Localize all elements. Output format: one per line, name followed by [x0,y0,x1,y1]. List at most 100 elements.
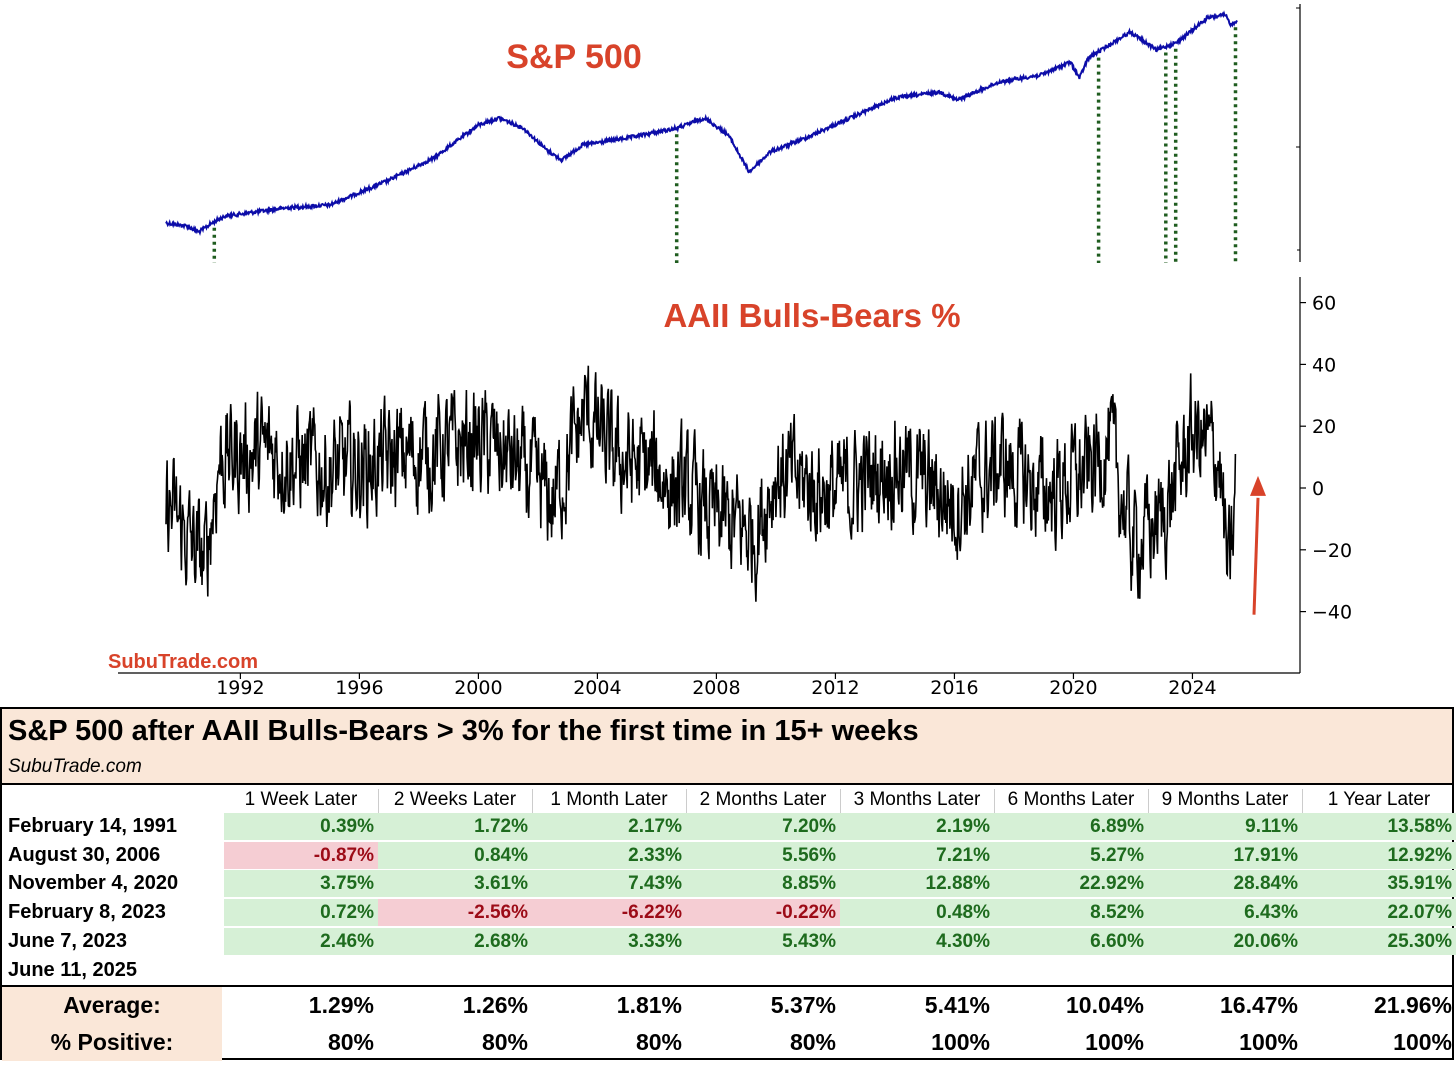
x-tick-label: 2020 [1049,677,1097,699]
column-header: 2 Months Later [686,789,841,813]
table-cell: 3.61% [378,870,532,898]
summary-value: 10.04% [1065,992,1144,1018]
y-tick-label: 0 [1312,478,1324,500]
summary-value: 80% [789,1029,836,1055]
table-cell: 7.20% [686,813,840,840]
aaii-x-ticks: 1992 1996 2000 2004 2008 2012 2016 2020 2024 [216,673,1217,699]
table-subtitle: SubuTrade.com [8,756,142,777]
table-cell: -0.87% [224,841,378,869]
summary-value: 1.29% [308,992,374,1018]
table-cell: 5.56% [686,841,840,869]
summary-value: 16.47% [1219,992,1298,1018]
column-header: 1 Week Later [224,789,379,813]
table-cell: 2.68% [378,927,532,955]
table-cell: 9.11% [1148,813,1302,840]
summary-value: 80% [481,1029,528,1055]
table-cell: 2.17% [532,813,686,840]
aaii-title: AAII Bulls-Bears % [663,297,960,334]
sp500-series-line [165,10,1238,236]
table-cell: -2.56% [378,899,532,927]
table-cell: 12.92% [1302,841,1456,869]
table-summary: Average: 1.29% 1.26% 1.81% 5.37% 5.41% 10.04% 1… [2,985,1452,1061]
table-cell: 6.89% [994,813,1148,840]
table-cell: 0.72% [224,899,378,927]
aaii-up-arrow [1250,475,1266,615]
x-tick-label: 1996 [335,677,383,699]
signal-lines [212,27,1238,263]
table-header: S&P 500 after AAII Bulls-Bears > 3% for … [2,709,1452,785]
row-date-label: August 30, 2006 [8,843,161,866]
watermark: SubuTrade.com [108,651,258,673]
summary-value: 100% [1085,1029,1144,1055]
table-cell: 0.84% [378,841,532,869]
table-cell: 8.85% [686,870,840,898]
table-cell: 7.43% [532,870,686,898]
results-table: S&P 500 after AAII Bulls-Bears > 3% for … [0,707,1456,1061]
summary-value: 100% [1393,1029,1452,1055]
table-cell: -6.22% [532,899,686,927]
table-cell: 3.33% [532,927,686,955]
table-cell: 7.21% [840,841,994,869]
summary-value: 100% [931,1029,990,1055]
table-title: S&P 500 after AAII Bulls-Bears > 3% for … [8,715,919,747]
column-header: 6 Months Later [994,789,1149,813]
y-tick-label: 40 [1312,354,1336,376]
y-tick-label: 60 [1312,293,1336,315]
table-cell: 22.92% [994,870,1148,898]
x-tick-label: 2024 [1168,677,1216,699]
arrow-head [1250,475,1266,496]
column-header: 1 Year Later [1327,789,1431,810]
table-cell: 6.43% [1148,899,1302,927]
table-cell: 5.43% [686,927,840,955]
table-cell: 35.91% [1302,870,1456,898]
table-cell: 5.27% [994,841,1148,869]
summary-label: % Positive: [2,1024,222,1061]
x-tick-label: 1992 [216,677,264,699]
x-tick-label: 2004 [573,677,621,699]
table-cell: 0.48% [840,899,994,927]
sp500-title: S&P 500 [506,38,641,76]
table-cell: 0.39% [224,813,378,840]
table-cell: 6.60% [994,927,1148,955]
table-cell: 17.91% [1148,841,1302,869]
arrow-shaft [1252,497,1260,615]
summary-value: 80% [635,1029,682,1055]
table-cell: 3.75% [224,870,378,898]
row-date-label: February 14, 1991 [8,815,177,837]
table-cell: 22.07% [1302,899,1456,927]
aaii-series-line [165,365,1237,602]
row-date-label: November 4, 2020 [8,872,179,895]
chart-area: S&P 500 60 40 20 0 −20 −40 1992 1996 2000 2004 20… [108,4,1352,699]
table-cell: 13.58% [1302,813,1456,840]
x-tick-label: 2000 [454,677,502,699]
aaii-panel: 60 40 20 0 −20 −40 1992 1996 2000 2004 2008 2012 20… [108,277,1352,699]
x-tick-label: 2016 [930,677,978,699]
x-tick-label: 2012 [811,677,859,699]
table-cell: 4.30% [840,927,994,955]
summary-value: 5.37% [770,992,836,1018]
table-cell: 1.72% [378,813,532,840]
table-cell: 28.84% [1148,870,1302,898]
table-cell: 2.33% [532,841,686,869]
y-tick-label: −40 [1312,602,1352,624]
summary-value: 1.26% [462,992,528,1018]
summary-value: 1.81% [616,992,682,1018]
column-header: 9 Months Later [1148,789,1303,813]
column-header: 2 Weeks Later [378,789,533,813]
table-cell: 2.19% [840,813,994,840]
summary-value: 21.96% [1373,992,1452,1018]
summary-value: 5.41% [924,992,990,1018]
table-cell: 8.52% [994,899,1148,927]
table-cell: 25.30% [1302,927,1456,955]
table-cell: 20.06% [1148,927,1302,955]
x-tick-label: 2008 [692,677,740,699]
aaii-y-ticks: 60 40 20 0 −20 −40 [1300,293,1352,624]
y-tick-label: −20 [1312,540,1352,562]
column-header: 1 Month Later [532,789,687,813]
row-date-label: February 8, 2023 [8,901,166,924]
row-date-label: June 11, 2025 [8,958,137,981]
table-cell: 2.46% [224,927,378,955]
table-cell: -0.22% [686,899,840,927]
row-date-label: June 7, 2023 [8,929,127,952]
column-header: 3 Months Later [840,789,995,813]
